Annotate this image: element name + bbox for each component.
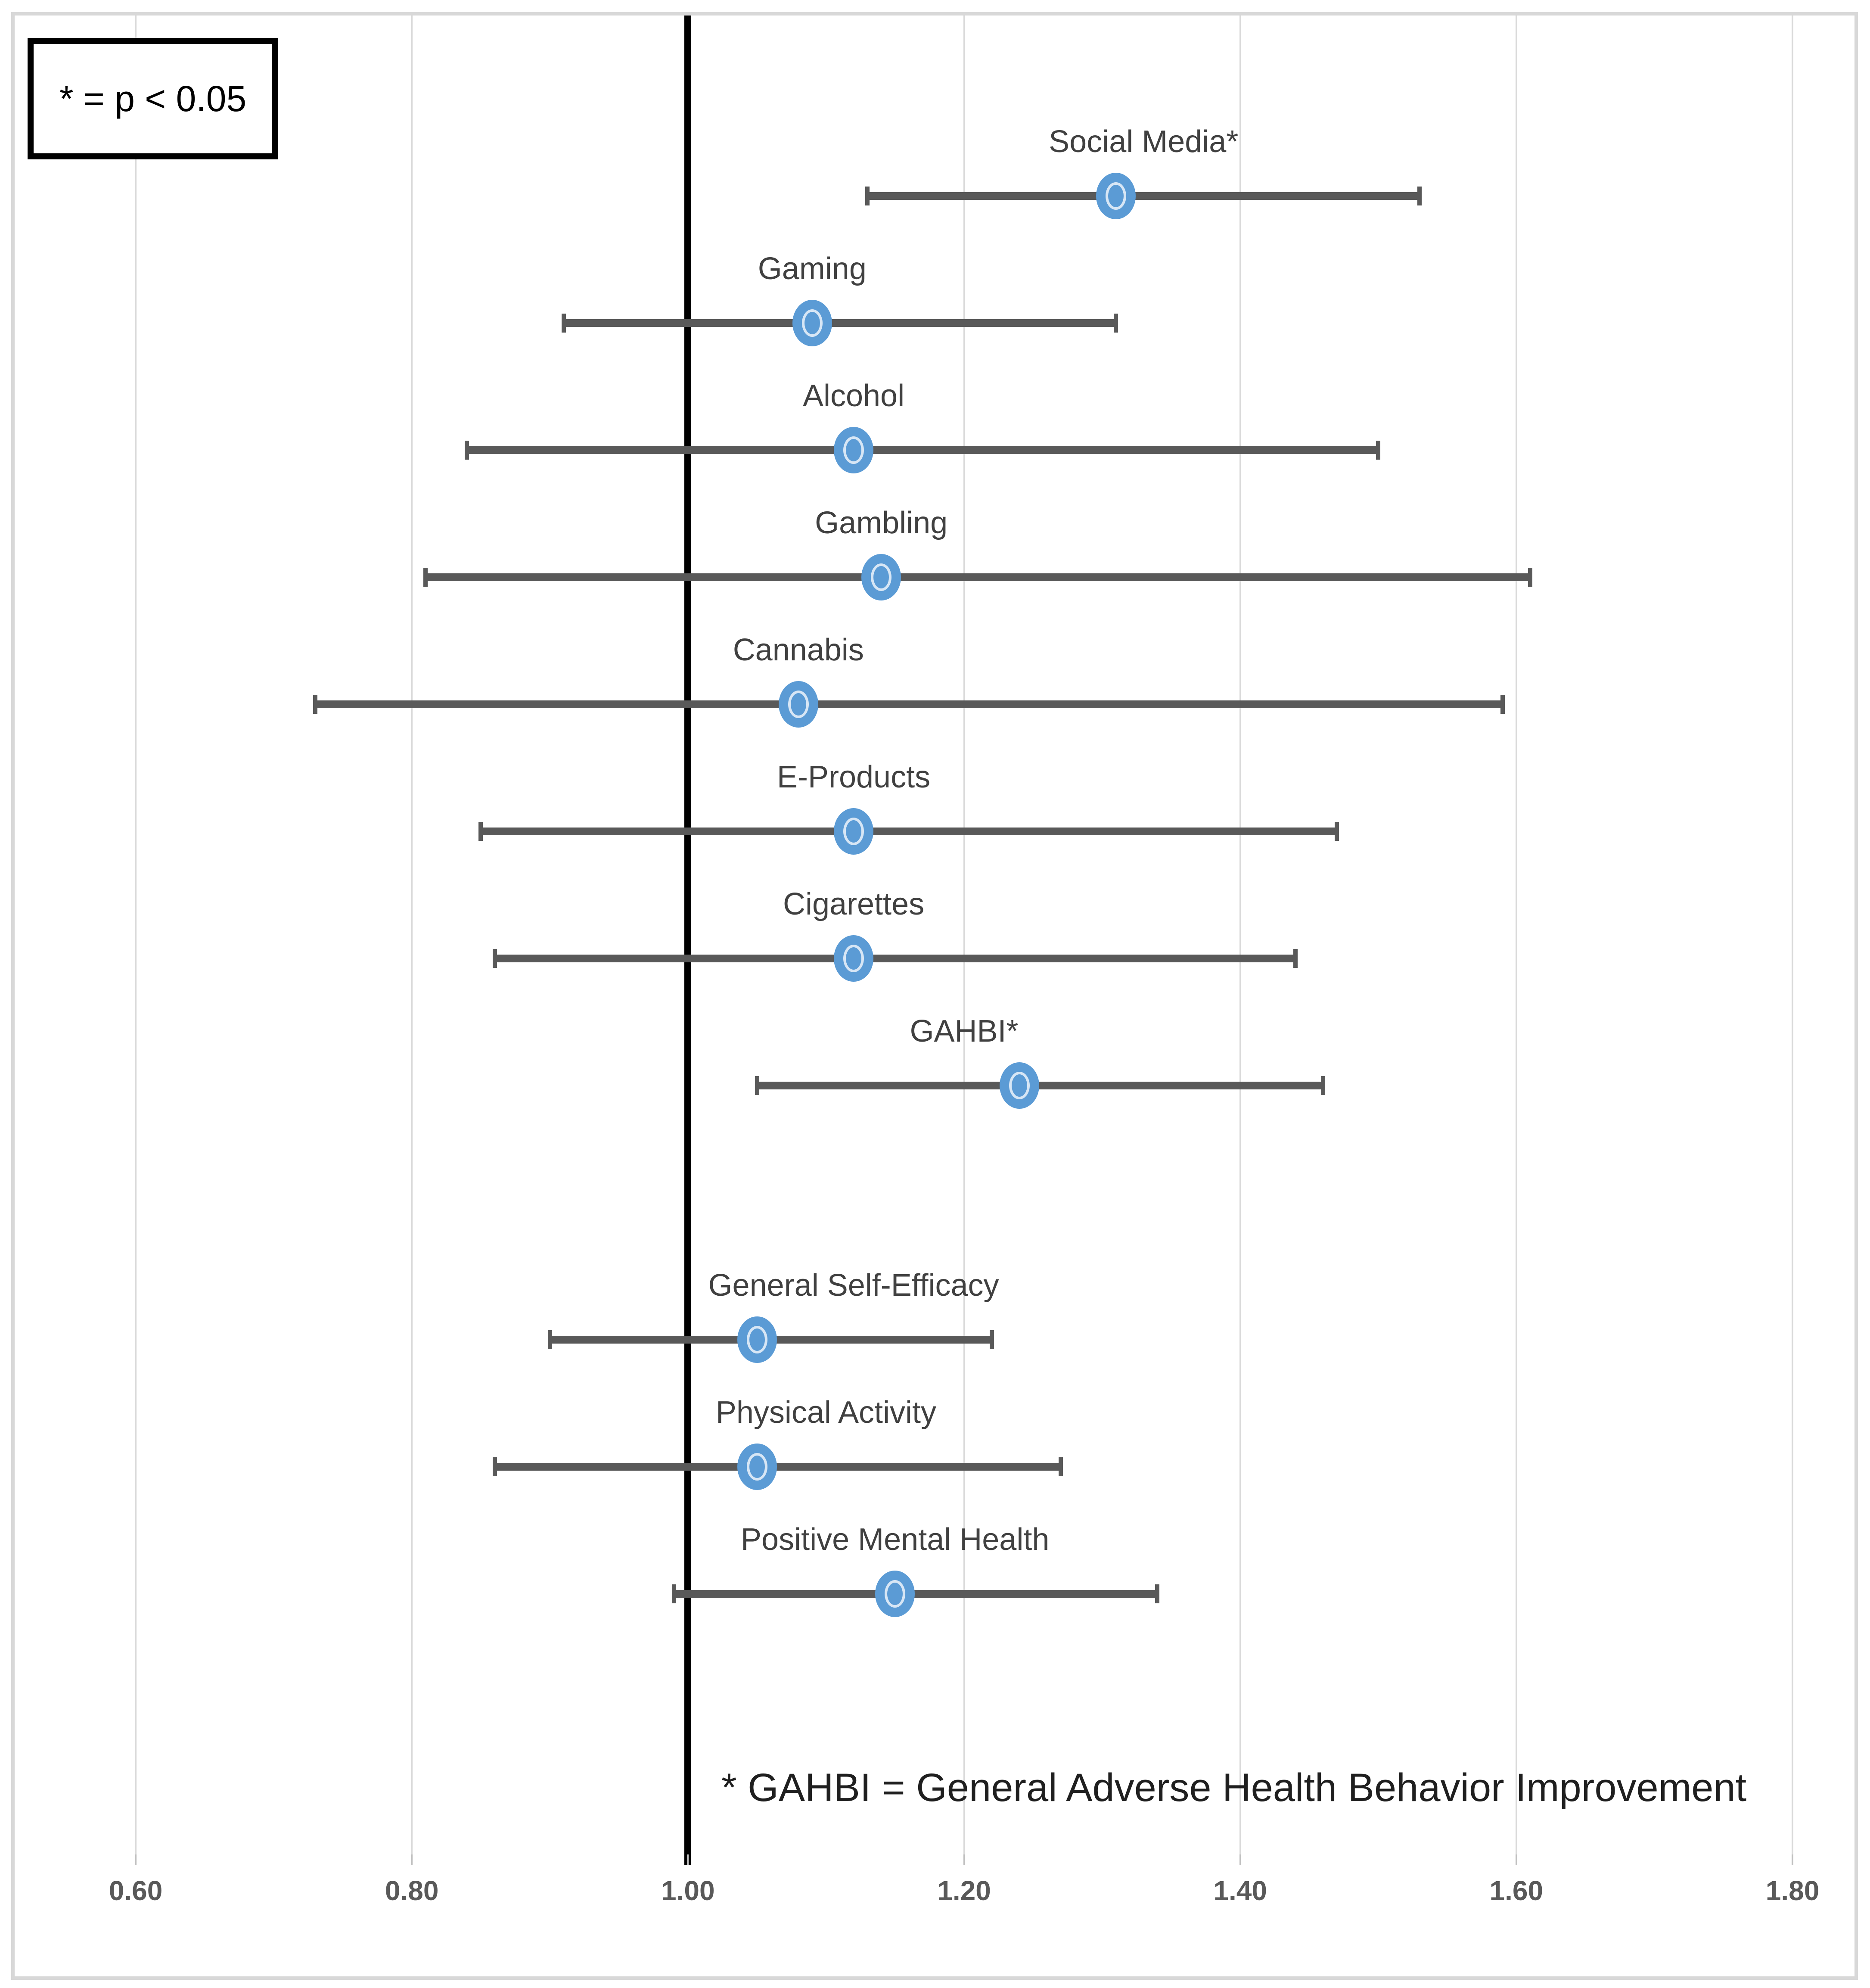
ci-cap-right [1321, 1076, 1326, 1095]
x-tick-label: 0.80 [385, 1875, 439, 1906]
ci-cap-left [313, 695, 317, 714]
x-tick-label: 1.60 [1489, 1875, 1544, 1906]
category-label: GAHBI* [910, 1014, 1019, 1048]
ci-cap-left [672, 1584, 677, 1603]
ci-cap-right [1500, 695, 1505, 714]
gridline [135, 16, 137, 1854]
ci-cap-left [547, 1330, 552, 1349]
marker-inner-ring [885, 1580, 906, 1608]
x-tick-mark [135, 1854, 137, 1865]
data-point-marker [834, 935, 874, 982]
x-tick-label: 0.60 [109, 1875, 163, 1906]
x-tick-label: 1.40 [1213, 1875, 1267, 1906]
ci-cap-right [1155, 1584, 1160, 1603]
ci-cap-right [1293, 949, 1298, 968]
x-tick-mark [1515, 1854, 1517, 1865]
x-tick-label: 1.00 [661, 1875, 715, 1906]
marker-inner-ring [746, 1453, 767, 1481]
category-label: Cannabis [733, 633, 864, 667]
ci-cap-left [755, 1076, 759, 1095]
ci-cap-left [465, 441, 469, 460]
category-label: General Self-Efficacy [708, 1268, 999, 1303]
data-point-marker [834, 808, 874, 855]
data-point-marker [737, 1316, 777, 1363]
legend-box: * = p < 0.05 [28, 38, 278, 159]
ci-cap-left [561, 314, 566, 333]
confidence-interval-bar [467, 446, 1379, 454]
gridline [963, 16, 965, 1854]
ci-cap-left [492, 949, 497, 968]
ci-cap-left [423, 568, 428, 587]
legend-text: * = p < 0.05 [59, 78, 247, 119]
category-label: Gaming [758, 252, 867, 286]
gridline [1515, 16, 1517, 1854]
data-point-marker [778, 681, 818, 728]
confidence-interval-bar [426, 573, 1530, 581]
confidence-interval-bar [494, 955, 1295, 962]
confidence-interval-bar [563, 319, 1116, 327]
ci-cap-right [989, 1330, 994, 1349]
category-label: Positive Mental Health [741, 1522, 1050, 1557]
confidence-interval-bar [757, 1082, 1323, 1089]
ci-cap-right [1417, 187, 1422, 205]
category-label: E-Products [777, 760, 931, 794]
x-tick-mark [963, 1854, 965, 1865]
ci-cap-right [1058, 1457, 1063, 1476]
data-point-marker [737, 1444, 777, 1490]
category-label: Social Media* [1049, 124, 1239, 159]
category-label: Cigarettes [783, 887, 925, 921]
data-point-marker [861, 554, 901, 600]
confidence-interval-bar [481, 828, 1337, 835]
gridline [1239, 16, 1241, 1854]
marker-inner-ring [843, 436, 864, 464]
footnote-text: * GAHBI = General Adverse Health Behavio… [721, 1766, 1747, 1810]
marker-inner-ring [1009, 1072, 1030, 1099]
data-point-marker [875, 1571, 915, 1617]
confidence-interval-bar [315, 700, 1503, 708]
marker-inner-ring [788, 691, 809, 718]
ci-cap-right [1376, 441, 1381, 460]
ci-cap-right [1114, 314, 1118, 333]
marker-inner-ring [746, 1326, 767, 1353]
category-label: Gambling [815, 506, 948, 540]
marker-inner-ring [843, 818, 864, 845]
ci-cap-right [1528, 568, 1532, 587]
marker-inner-ring [843, 945, 864, 972]
marker-inner-ring [1106, 182, 1127, 210]
x-tick-mark [411, 1854, 413, 1865]
x-tick-mark [1792, 1854, 1793, 1865]
x-tick-label: 1.20 [937, 1875, 991, 1906]
x-tick-label: 1.80 [1765, 1875, 1820, 1906]
data-point-marker [792, 300, 832, 346]
confidence-interval-bar [674, 1590, 1158, 1598]
gridline [411, 16, 413, 1854]
marker-inner-ring [871, 563, 892, 591]
confidence-interval-bar [494, 1463, 1061, 1471]
ci-cap-left [865, 187, 870, 205]
marker-inner-ring [801, 309, 823, 337]
ci-cap-left [478, 822, 483, 841]
ci-cap-right [1335, 822, 1339, 841]
category-label: Alcohol [802, 379, 905, 413]
x-tick-mark [687, 1854, 689, 1865]
confidence-interval-bar [867, 192, 1420, 200]
ci-cap-left [492, 1457, 497, 1476]
data-point-marker [834, 427, 874, 473]
data-point-marker [999, 1062, 1039, 1109]
category-label: Physical Activity [715, 1395, 936, 1430]
reference-line-1.00 [684, 16, 692, 1865]
x-tick-mark [1239, 1854, 1241, 1865]
data-point-marker [1096, 173, 1136, 219]
gridline [1792, 16, 1793, 1854]
